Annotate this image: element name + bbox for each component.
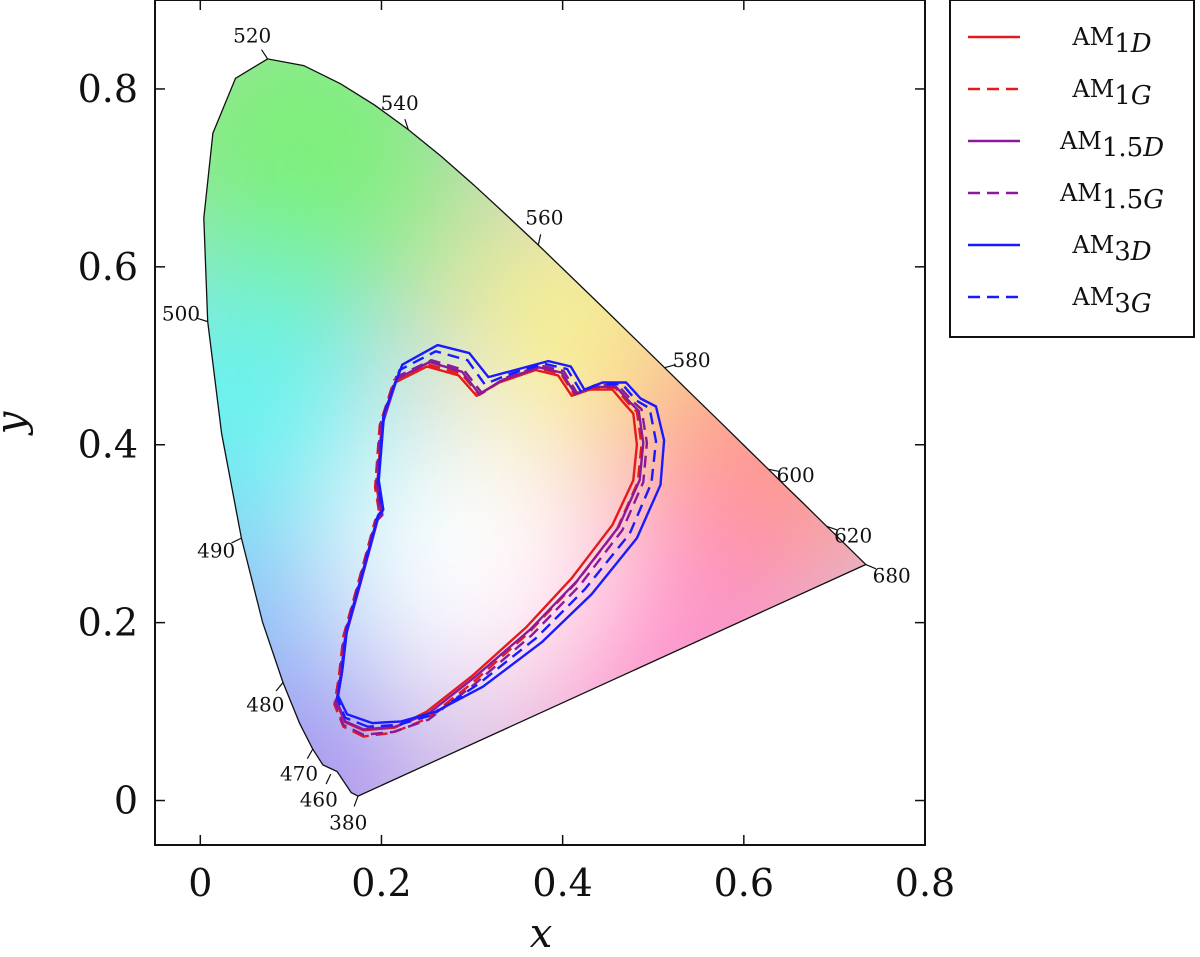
- wavelength-label: 480: [246, 692, 284, 716]
- legend: AM1D AM1G AM1.5D AM1.5G AM3D AM3G: [949, 0, 1195, 338]
- wavelength-label: 500: [162, 301, 200, 325]
- legend-label: AM1.5D: [1059, 127, 1164, 163]
- wavelength-label: 580: [672, 348, 710, 372]
- wavelength-label: 540: [381, 91, 419, 115]
- legend-label: AM3D: [1071, 231, 1151, 267]
- series-line-am3g: [335, 350, 658, 728]
- y-tick-label: 0.2: [78, 601, 138, 645]
- spectral-locus-outline: [203, 58, 867, 797]
- series-line-am3d: [336, 343, 666, 725]
- wavelength-label: 470: [280, 762, 318, 786]
- legend-entry: AM1D: [1071, 23, 1151, 59]
- wavelength-label: 520: [233, 23, 271, 47]
- wavelength-tick: [197, 317, 208, 323]
- wavelength-tick: [537, 234, 542, 246]
- wavelength-label: 460: [300, 787, 338, 811]
- plot-frame: [154, 0, 926, 846]
- x-tick-label: 0.6: [714, 861, 774, 905]
- y-tick-label: 0.8: [78, 67, 138, 111]
- legend-label: AM1G: [1071, 75, 1151, 111]
- wavelength-tick: [325, 773, 332, 785]
- x-axis-title: x: [530, 911, 553, 957]
- wavelength-tick: [664, 364, 676, 369]
- wavelength-tick: [231, 537, 242, 544]
- wavelength-label: 600: [777, 463, 815, 487]
- legend-entry: AM1G: [1071, 75, 1151, 111]
- wavelength-label: 680: [873, 563, 911, 587]
- wavelength-tick: [306, 748, 314, 760]
- wavelength-tick: [261, 49, 269, 60]
- x-ticks: 0 0.2 0.4 0.6 0.8: [188, 0, 955, 905]
- x-tick-label: 0.4: [532, 861, 592, 905]
- legend-label: AM1D: [1071, 23, 1151, 59]
- wavelength-tick: [353, 795, 359, 807]
- wavelength-tick: [275, 682, 284, 692]
- wavelength-tick: [865, 563, 877, 570]
- legend-entry: AM1.5G: [1059, 179, 1164, 215]
- legend-label: AM3G: [1071, 283, 1151, 319]
- legend-entry: AM3D: [1071, 231, 1151, 267]
- y-ticks: 0 0.2 0.4 0.6 0.8: [78, 67, 925, 823]
- y-tick-label: 0.4: [78, 423, 138, 467]
- series-group: [333, 343, 666, 738]
- wavelength-tick: [768, 468, 780, 473]
- wavelength-label: 560: [525, 206, 563, 230]
- wavelength-tick: [404, 118, 409, 130]
- x-tick-label: 0.2: [351, 861, 411, 905]
- legend-entry: AM3G: [1071, 283, 1151, 319]
- wavelength-label: 380: [329, 810, 367, 834]
- wavelength-label: 490: [197, 538, 235, 562]
- y-tick-label: 0.6: [78, 245, 138, 289]
- legend-box: [949, 0, 1195, 338]
- wavelength-tick: [826, 525, 838, 531]
- y-axis-title: y: [0, 410, 34, 436]
- y-tick-label: 0: [114, 779, 138, 823]
- legend-label: AM1.5G: [1059, 179, 1164, 215]
- x-tick-label: 0.8: [895, 861, 955, 905]
- x-tick-label: 0: [188, 861, 212, 905]
- wavelength-label: 620: [834, 523, 872, 547]
- legend-entry: AM1.5D: [1059, 127, 1164, 163]
